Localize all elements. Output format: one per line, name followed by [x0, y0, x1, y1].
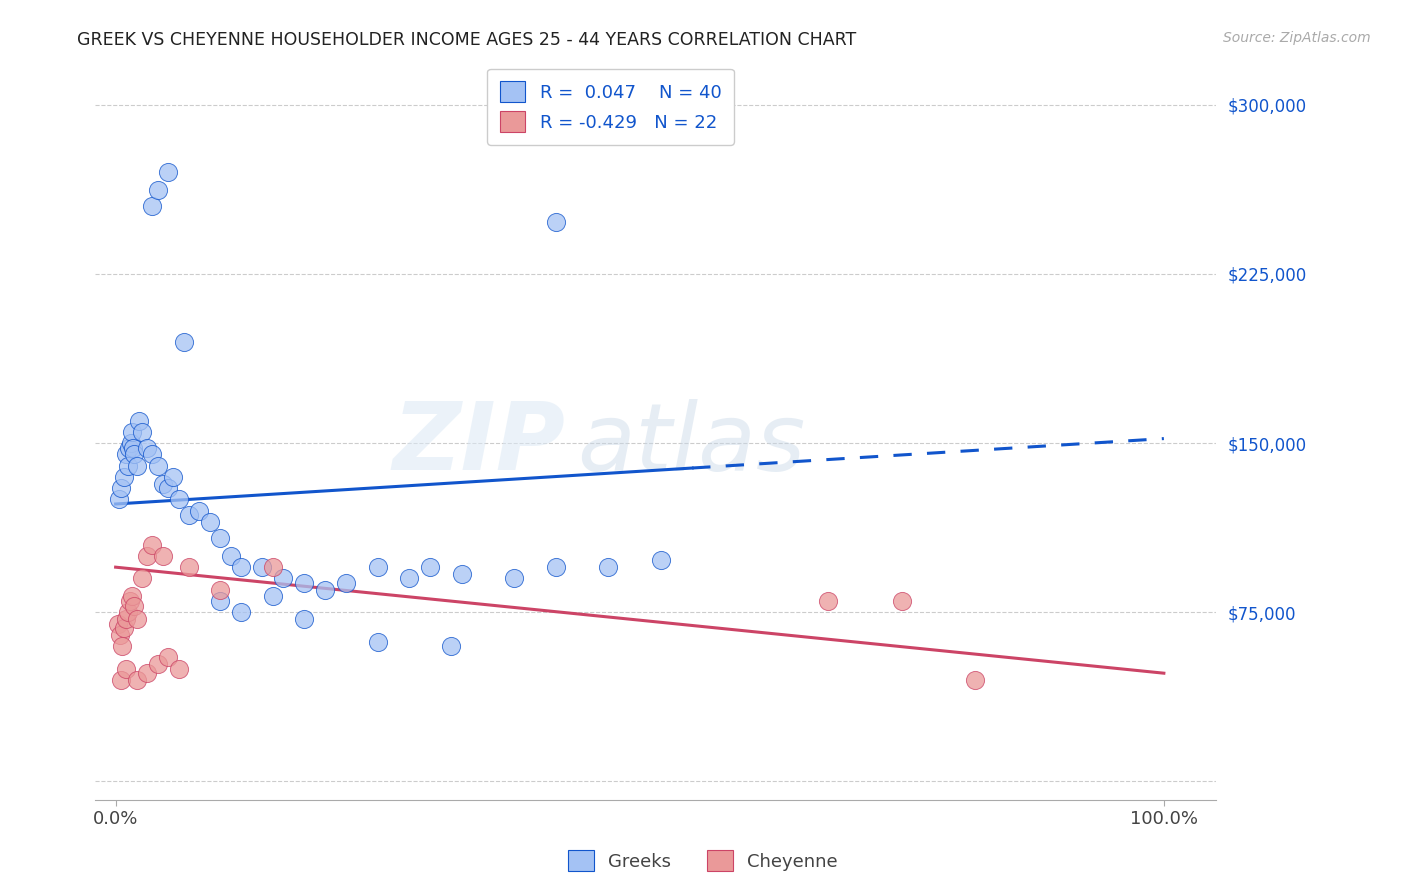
Point [252, 560, 274, 574]
Point [121, 425, 143, 439]
Point [124, 447, 146, 461]
Point [125, 612, 148, 626]
Point [398, 571, 420, 585]
Point [124, 599, 146, 613]
Point [965, 673, 987, 687]
Point [177, 508, 200, 523]
Point [231, 605, 253, 619]
Point [131, 571, 153, 585]
Point [117, 605, 139, 619]
Point [122, 441, 145, 455]
Point [231, 560, 253, 574]
Point [131, 425, 153, 439]
Point [890, 594, 912, 608]
Point [262, 560, 284, 574]
Point [419, 560, 441, 574]
Point [598, 560, 620, 574]
Point [121, 590, 143, 604]
Legend: R =  0.047    N = 40, R = -0.429   N = 22: R = 0.047 N = 40, R = -0.429 N = 22 [488, 69, 734, 145]
Point [503, 571, 526, 585]
Point [110, 673, 132, 687]
Point [188, 504, 211, 518]
Point [544, 560, 567, 574]
Point [440, 639, 463, 653]
Point [292, 576, 315, 591]
Point [117, 458, 139, 473]
Point [107, 616, 129, 631]
Point [136, 441, 159, 455]
Point [198, 515, 221, 529]
Point [177, 560, 200, 574]
Point [141, 447, 163, 461]
Point [115, 447, 138, 461]
Point [173, 334, 195, 349]
Point [152, 549, 174, 563]
Point [115, 612, 138, 626]
Point [128, 413, 150, 427]
Point [136, 666, 159, 681]
Point [110, 481, 132, 495]
Point [367, 560, 389, 574]
Point [209, 594, 232, 608]
Point [157, 650, 180, 665]
Point [152, 476, 174, 491]
Point [141, 199, 163, 213]
Point [219, 549, 242, 563]
Point [118, 441, 141, 455]
Point [112, 621, 135, 635]
Point [115, 662, 138, 676]
Point [157, 481, 180, 495]
Point [167, 492, 190, 507]
Point [141, 538, 163, 552]
Point [650, 553, 672, 567]
Point [273, 571, 295, 585]
Point [367, 634, 389, 648]
Point [146, 183, 169, 197]
Point [111, 639, 134, 653]
Point [125, 673, 148, 687]
Point [120, 436, 142, 450]
Text: atlas: atlas [576, 399, 806, 490]
Point [120, 594, 142, 608]
Point [544, 215, 567, 229]
Point [209, 582, 232, 597]
Point [157, 165, 180, 179]
Point [146, 458, 169, 473]
Text: Source: ZipAtlas.com: Source: ZipAtlas.com [1223, 31, 1371, 45]
Point [108, 628, 131, 642]
Point [314, 582, 336, 597]
Point [209, 531, 232, 545]
Point [262, 590, 284, 604]
Point [146, 657, 169, 672]
Point [817, 594, 839, 608]
Point [335, 576, 357, 591]
Point [167, 662, 190, 676]
Point [107, 492, 129, 507]
Text: ZIP: ZIP [392, 399, 565, 491]
Text: GREEK VS CHEYENNE HOUSEHOLDER INCOME AGES 25 - 44 YEARS CORRELATION CHART: GREEK VS CHEYENNE HOUSEHOLDER INCOME AGE… [77, 31, 856, 49]
Point [450, 566, 472, 581]
Point [136, 549, 159, 563]
Point [292, 612, 315, 626]
Point [162, 470, 184, 484]
Point [125, 458, 148, 473]
Point [112, 470, 135, 484]
Legend: Greeks, Cheyenne: Greeks, Cheyenne [561, 843, 845, 879]
